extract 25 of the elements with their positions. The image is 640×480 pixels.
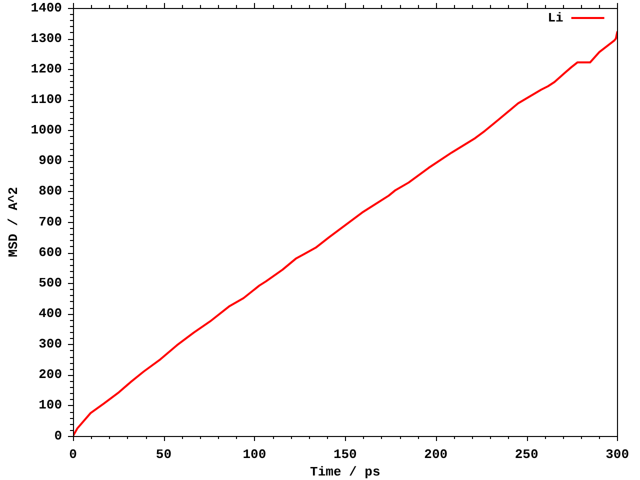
x-axis-title: Time / ps [310,464,380,480]
y-axis-title: MSD / A^2 [6,186,22,258]
x-tick-label: 200 [424,447,448,462]
y-tick-label: 500 [38,275,62,290]
y-tick-label: 900 [38,153,62,168]
y-tick-label: 1200 [30,61,62,76]
y-tick-label: 1000 [30,122,62,138]
y-tick-label: 700 [38,214,62,230]
x-tick-label: 300 [606,447,630,462]
y-tick-label: 600 [38,244,62,260]
y-tick-label: 1100 [30,92,62,107]
y-tick-label: 1400 [30,0,62,16]
x-tick-label: 250 [514,447,538,462]
y-tick-label: 400 [38,306,62,321]
x-tick-label: 150 [333,447,358,462]
y-tick-label: 800 [38,184,62,199]
x-tick-label: 0 [69,447,78,462]
y-tick-label: 300 [38,336,62,352]
x-tick-label: 50 [156,447,172,462]
y-tick-label: 200 [38,367,62,382]
y-tick-label: 0 [54,428,62,444]
legend-label: Li [548,10,564,26]
y-tick-label: 100 [38,398,62,413]
x-tick-label: 100 [242,447,266,462]
y-tick-label: 1300 [30,30,62,46]
